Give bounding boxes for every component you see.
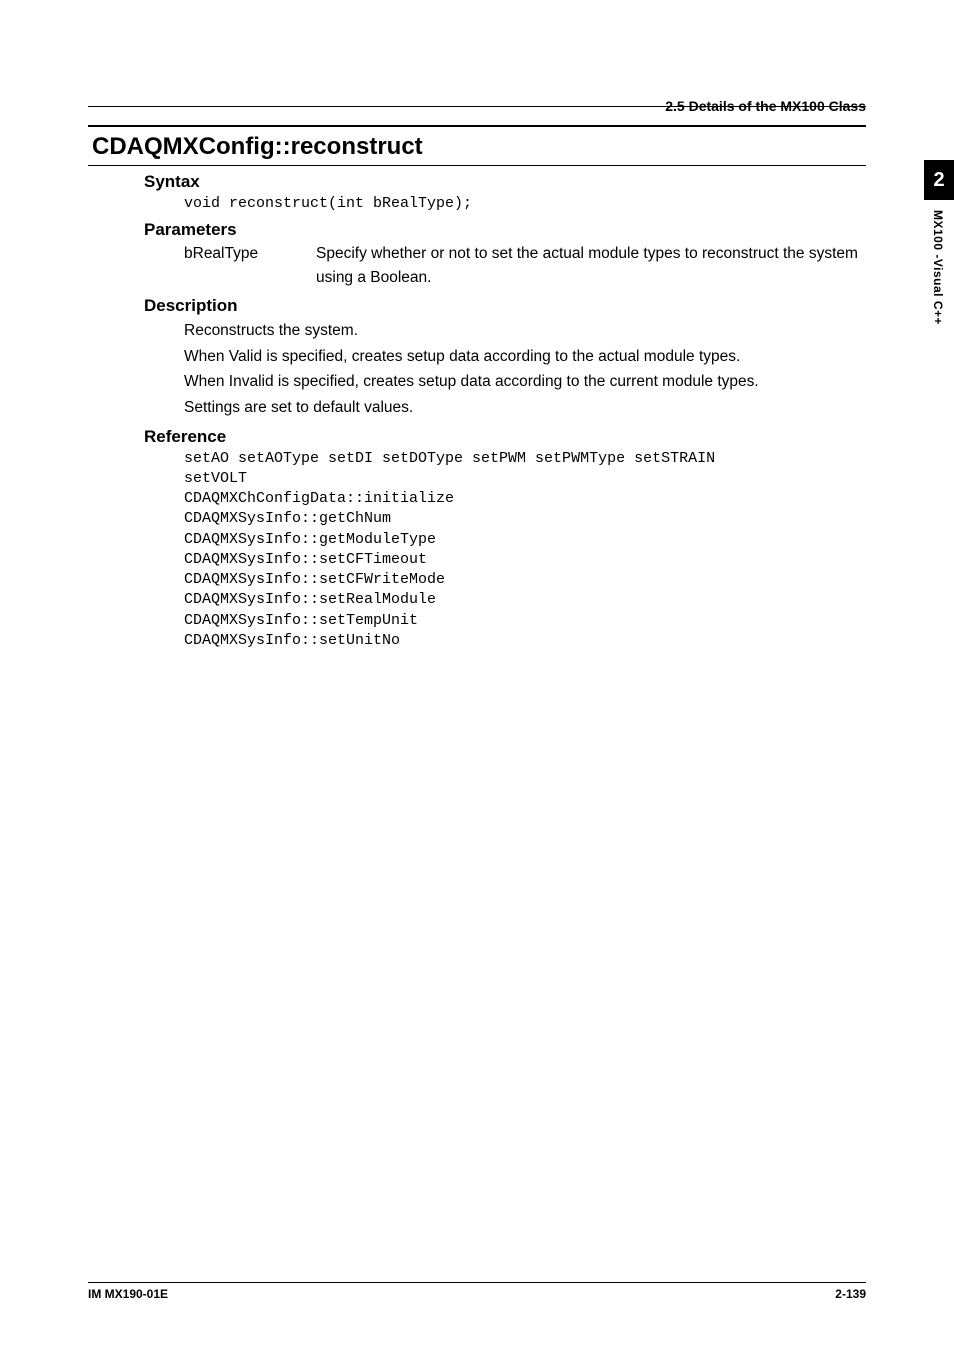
footer-row: IM MX190-01E 2-139 — [88, 1283, 866, 1301]
page-title: CDAQMXConfig::reconstruct — [88, 127, 866, 165]
syntax-section: Syntax void reconstruct(int bRealType); — [144, 172, 866, 214]
description-line: When Invalid is specified, creates setup… — [184, 369, 866, 395]
description-section: Description Reconstructs the system. Whe… — [144, 296, 866, 420]
chapter-label: MX100 -Visual C++ — [924, 200, 945, 325]
header-section-label: 2.5 Details of the MX100 Class — [665, 98, 866, 114]
parameter-row: bRealType Specify whether or not to set … — [184, 242, 866, 290]
reference-heading: Reference — [144, 427, 866, 447]
description-line: Settings are set to default values. — [184, 395, 866, 421]
description-body: Reconstructs the system. When Valid is s… — [184, 318, 866, 420]
footer-right: 2-139 — [835, 1287, 866, 1301]
description-line: When Valid is specified, creates setup d… — [184, 344, 866, 370]
description-line: Reconstructs the system. — [184, 318, 866, 344]
reference-section: Reference setAO setAOType setDI setDOTyp… — [144, 427, 866, 652]
reference-code: setAO setAOType setDI setDOType setPWM s… — [184, 449, 866, 652]
page: 2.5 Details of the MX100 Class CDAQMXCon… — [0, 0, 954, 1351]
description-heading: Description — [144, 296, 866, 316]
chapter-number: 2 — [924, 160, 954, 200]
title-rule-bottom — [88, 165, 866, 166]
syntax-heading: Syntax — [144, 172, 866, 192]
syntax-code: void reconstruct(int bRealType); — [184, 194, 866, 214]
parameter-name: bRealType — [184, 242, 316, 290]
parameters-section: Parameters bRealType Specify whether or … — [144, 220, 866, 290]
footer-left: IM MX190-01E — [88, 1287, 168, 1301]
parameters-heading: Parameters — [144, 220, 866, 240]
side-tab: 2 MX100 -Visual C++ — [924, 160, 954, 325]
footer: IM MX190-01E 2-139 — [88, 1282, 866, 1301]
parameter-description: Specify whether or not to set the actual… — [316, 242, 866, 290]
